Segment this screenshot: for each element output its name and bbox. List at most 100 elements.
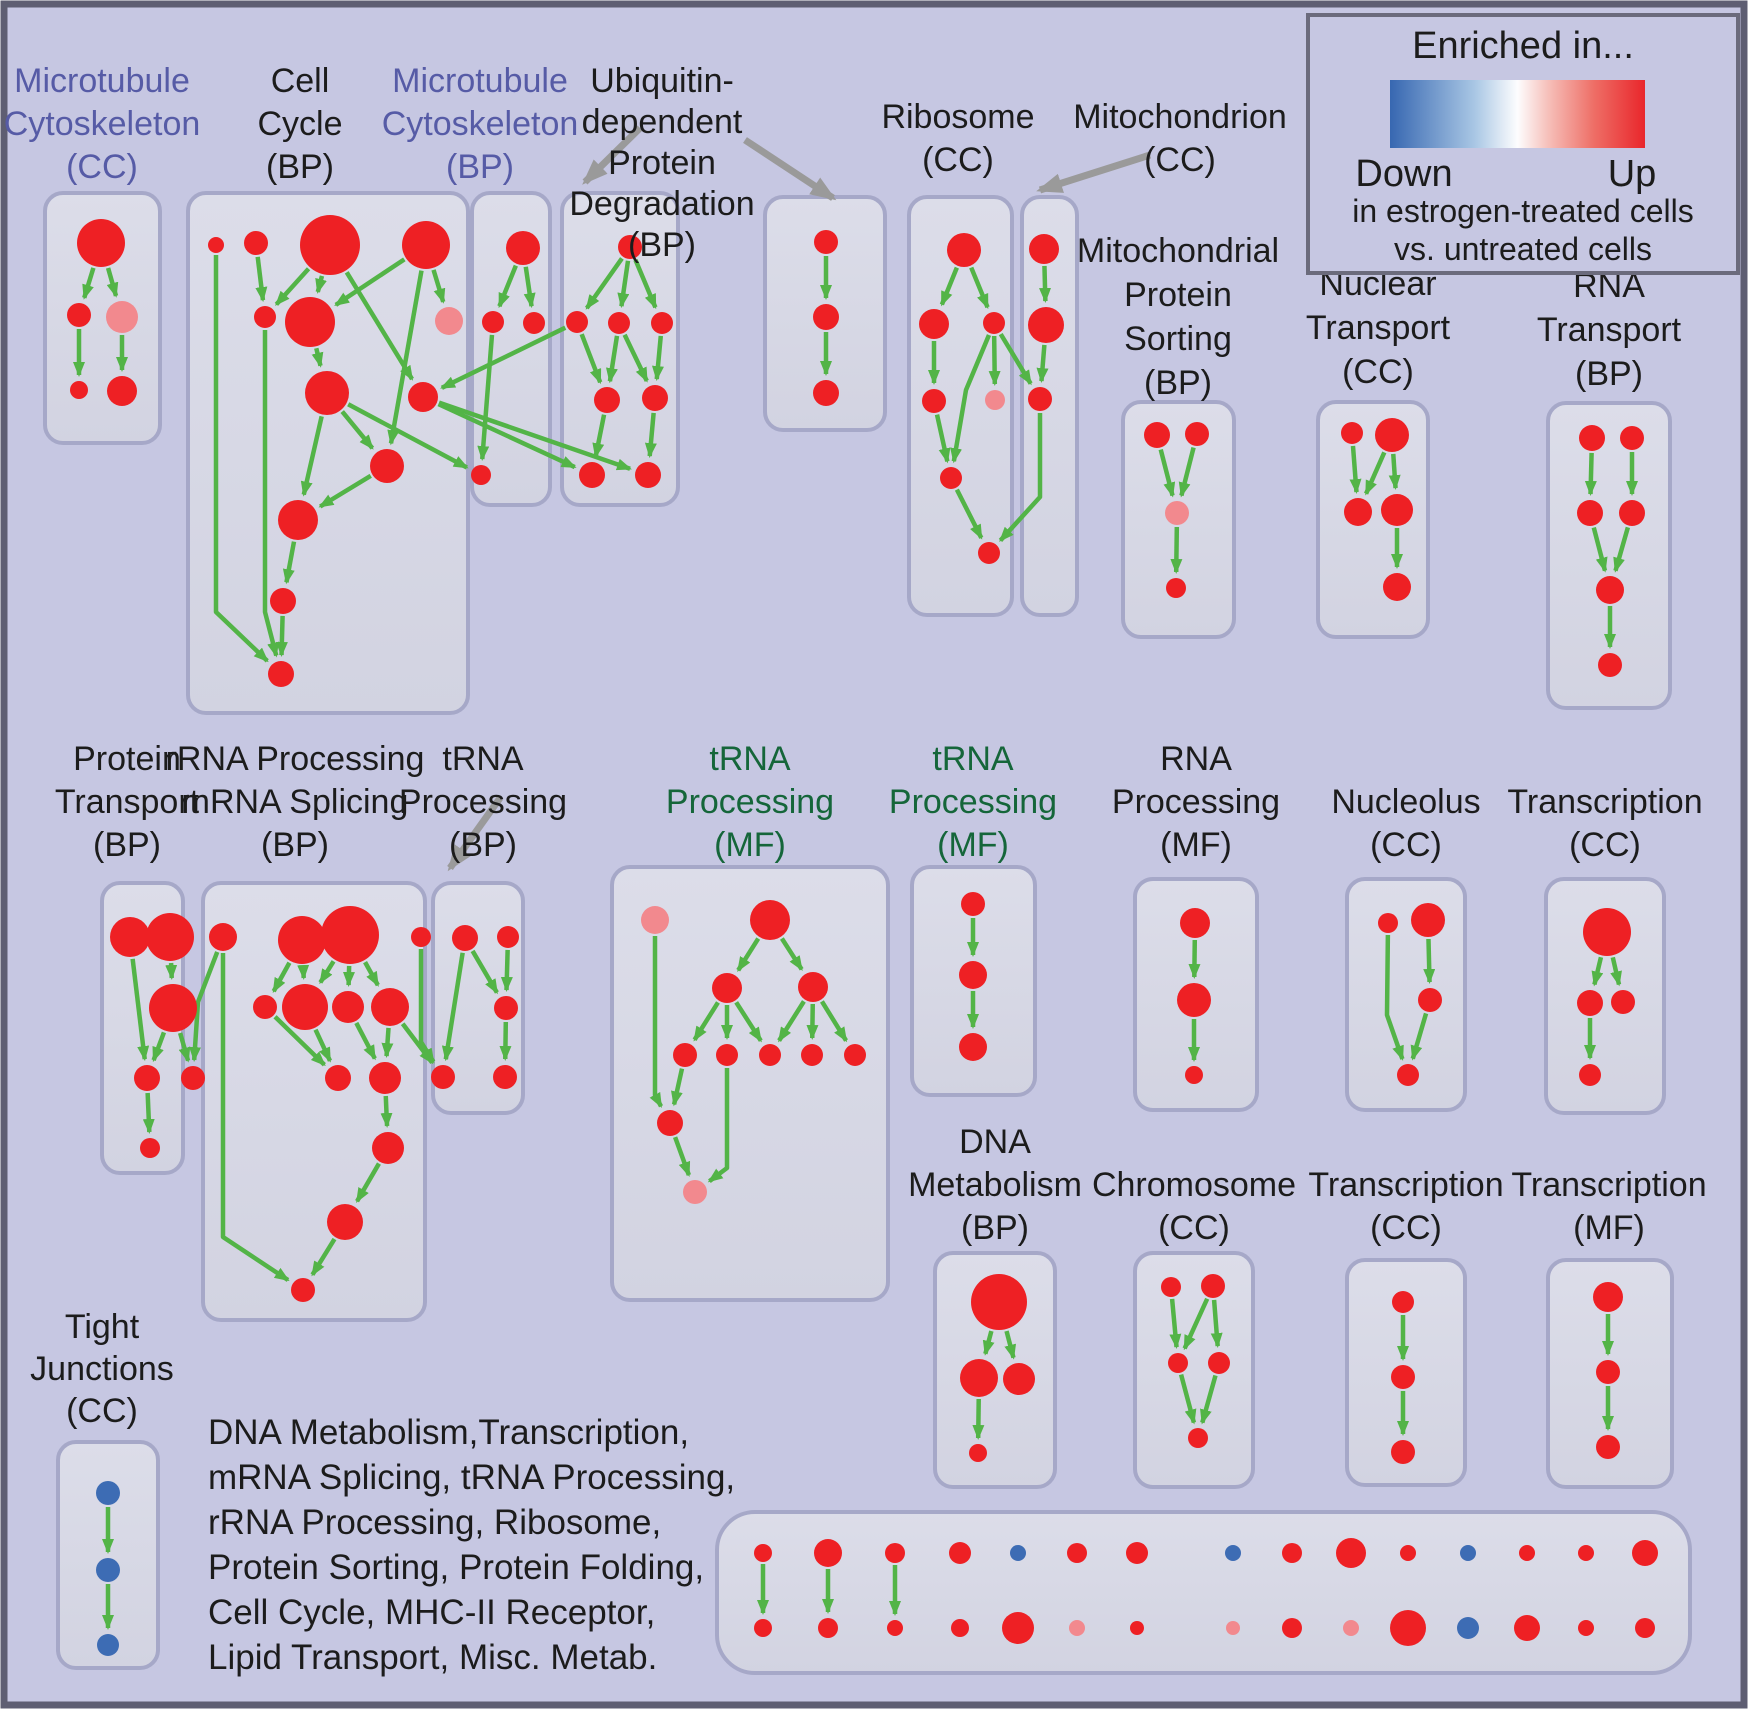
gene-set-node-chrom.t1[interactable]	[1161, 1277, 1181, 1297]
gene-set-node-bot.r2c6[interactable]	[1069, 1620, 1085, 1636]
gene-set-node-dnamet.r[interactable]	[1003, 1363, 1035, 1395]
gene-set-node-trnamf1.b5[interactable]	[844, 1044, 866, 1066]
gene-set-node-prot.f[interactable]	[140, 1138, 160, 1158]
gene-set-node-mitosort.b[interactable]	[1166, 578, 1186, 598]
gene-set-node-mitosort.t1[interactable]	[1144, 422, 1170, 448]
gene-set-node-mito.t[interactable]	[1029, 234, 1059, 264]
gene-set-node-chain.a[interactable]	[814, 230, 838, 254]
gene-set-node-nucleolus.b[interactable]	[1397, 1064, 1419, 1086]
gene-set-node-rrna.b[interactable]	[291, 1278, 315, 1302]
gene-set-node-ubiq.b1[interactable]	[579, 462, 605, 488]
gene-set-node-bot.r1c9[interactable]	[1282, 1543, 1302, 1563]
gene-set-node-trnabp.w2[interactable]	[493, 1065, 517, 1089]
gene-set-node-mito.m[interactable]	[1028, 307, 1064, 343]
gene-set-node-trnamf1.m1[interactable]	[712, 973, 742, 1003]
gene-set-node-bot.r2c9[interactable]	[1282, 1618, 1302, 1638]
gene-set-node-tight.a[interactable]	[96, 1481, 120, 1505]
gene-set-node-mtcc.a[interactable]	[77, 219, 125, 267]
gene-set-node-trnamf1.b3[interactable]	[759, 1044, 781, 1066]
gene-set-node-trnabp.w1[interactable]	[431, 1065, 455, 1089]
gene-set-node-ubiq.m1[interactable]	[594, 387, 620, 413]
gene-set-node-bot.r2c1[interactable]	[754, 1619, 772, 1637]
gene-set-node-cc.n8[interactable]	[305, 371, 349, 415]
gene-set-node-txcctop.c1[interactable]	[1577, 990, 1603, 1016]
gene-set-node-trnabp.u2[interactable]	[497, 926, 519, 948]
gene-set-node-bot.r2c3[interactable]	[887, 1620, 903, 1636]
gene-set-node-chrom.t2[interactable]	[1201, 1274, 1225, 1298]
gene-set-node-bot.r1c13[interactable]	[1519, 1545, 1535, 1561]
gene-set-node-trnamf1.b2[interactable]	[716, 1044, 738, 1066]
gene-set-node-bot.r1c2[interactable]	[814, 1539, 842, 1567]
gene-set-node-rrna.t3[interactable]	[321, 906, 379, 964]
gene-set-node-nuctrans.t2[interactable]	[1375, 418, 1409, 452]
gene-set-node-rnatrans.t1[interactable]	[1579, 425, 1605, 451]
gene-set-node-rnatrans.c[interactable]	[1596, 576, 1624, 604]
gene-set-node-bot.r1c7[interactable]	[1126, 1542, 1148, 1564]
gene-set-node-rrna.m4[interactable]	[371, 988, 409, 1026]
gene-set-node-bot.r1c5[interactable]	[1010, 1545, 1026, 1561]
gene-set-node-rnamf.a[interactable]	[1180, 908, 1210, 938]
gene-set-node-cc.n9[interactable]	[408, 382, 438, 412]
gene-set-node-ubiq.c2[interactable]	[608, 312, 630, 334]
gene-set-node-prot.b[interactable]	[146, 913, 194, 961]
gene-set-node-rnatrans.m2[interactable]	[1619, 500, 1645, 526]
gene-set-node-mito.low[interactable]	[1028, 387, 1052, 411]
gene-set-node-txmf.a[interactable]	[1593, 1282, 1623, 1312]
gene-set-node-nuctrans.m1[interactable]	[1344, 498, 1372, 526]
gene-set-node-rrna.t4[interactable]	[411, 927, 431, 947]
gene-set-node-bot.r1c10[interactable]	[1336, 1538, 1366, 1568]
gene-set-node-mtbp.b[interactable]	[482, 311, 504, 333]
gene-set-node-bot.r1c8[interactable]	[1225, 1545, 1241, 1561]
gene-set-node-rrna.m3[interactable]	[332, 991, 364, 1023]
gene-set-node-bot.r1c6[interactable]	[1067, 1543, 1087, 1563]
gene-set-node-mtbp.a[interactable]	[506, 231, 540, 265]
gene-set-node-ribo.pk[interactable]	[985, 390, 1005, 410]
gene-set-node-cc.n1[interactable]	[208, 237, 224, 253]
gene-set-node-prot.a[interactable]	[110, 917, 150, 957]
gene-set-node-cc.n3[interactable]	[300, 215, 360, 275]
gene-set-node-bot.r1c4[interactable]	[949, 1542, 971, 1564]
gene-set-node-rnamf.b[interactable]	[1177, 983, 1211, 1017]
gene-set-node-ubiq.c1[interactable]	[566, 311, 588, 333]
gene-set-node-nuctrans.b[interactable]	[1383, 573, 1411, 601]
gene-set-node-bot.r1c11[interactable]	[1400, 1545, 1416, 1561]
gene-set-node-rrna.q[interactable]	[327, 1204, 363, 1240]
gene-set-node-ribo.low[interactable]	[940, 467, 962, 489]
gene-set-node-trnamf1.pk2[interactable]	[683, 1180, 707, 1204]
gene-set-node-cc.n6[interactable]	[285, 297, 335, 347]
gene-set-node-ubiq.m2[interactable]	[642, 385, 668, 411]
gene-set-node-bot.r2c14[interactable]	[1578, 1620, 1594, 1636]
gene-set-node-txccbot.a[interactable]	[1392, 1291, 1414, 1313]
gene-set-node-trnamf1.big[interactable]	[750, 900, 790, 940]
gene-set-node-rrna.t2[interactable]	[278, 916, 326, 964]
gene-set-node-ribo.lL[interactable]	[922, 389, 946, 413]
gene-set-node-bot.r1c14[interactable]	[1578, 1545, 1594, 1561]
gene-set-node-chain.c[interactable]	[813, 380, 839, 406]
gene-set-node-txcctop.c2[interactable]	[1611, 990, 1635, 1014]
gene-set-node-ubiq.c3[interactable]	[651, 312, 673, 334]
gene-set-node-cc.n7[interactable]	[435, 307, 463, 335]
gene-set-node-prot.c[interactable]	[149, 984, 197, 1032]
gene-set-node-bot.r2c4[interactable]	[951, 1619, 969, 1637]
gene-set-node-bot.r2c2[interactable]	[818, 1618, 838, 1638]
gene-set-node-trnamf2.b[interactable]	[959, 961, 987, 989]
gene-set-node-nucleolus.big[interactable]	[1411, 903, 1445, 937]
gene-set-node-cc.n2[interactable]	[244, 231, 268, 255]
gene-set-node-mtbp.d[interactable]	[471, 465, 491, 485]
gene-set-node-txccbot.c[interactable]	[1391, 1440, 1415, 1464]
gene-set-node-txmf.b[interactable]	[1596, 1360, 1620, 1384]
gene-set-node-mtbp.c[interactable]	[523, 312, 545, 334]
gene-set-node-bot.r2c15[interactable]	[1635, 1618, 1655, 1638]
gene-set-node-chrom.b[interactable]	[1188, 1428, 1208, 1448]
gene-set-node-ubiq.b2[interactable]	[635, 462, 661, 488]
gene-set-node-rrna.m1[interactable]	[253, 995, 277, 1019]
gene-set-node-trnamf1.pk1[interactable]	[641, 906, 669, 934]
gene-set-node-nucleolus.m[interactable]	[1418, 988, 1442, 1012]
gene-set-node-mtcc.d[interactable]	[70, 381, 88, 399]
gene-set-node-txmf.c[interactable]	[1596, 1435, 1620, 1459]
gene-set-node-rnatrans.t2[interactable]	[1620, 426, 1644, 450]
gene-set-node-rrna.p[interactable]	[372, 1132, 404, 1164]
gene-set-node-mtcc.c[interactable]	[106, 301, 138, 333]
gene-set-node-bot.r2c7[interactable]	[1130, 1621, 1144, 1635]
gene-set-node-mtcc.e[interactable]	[107, 376, 137, 406]
